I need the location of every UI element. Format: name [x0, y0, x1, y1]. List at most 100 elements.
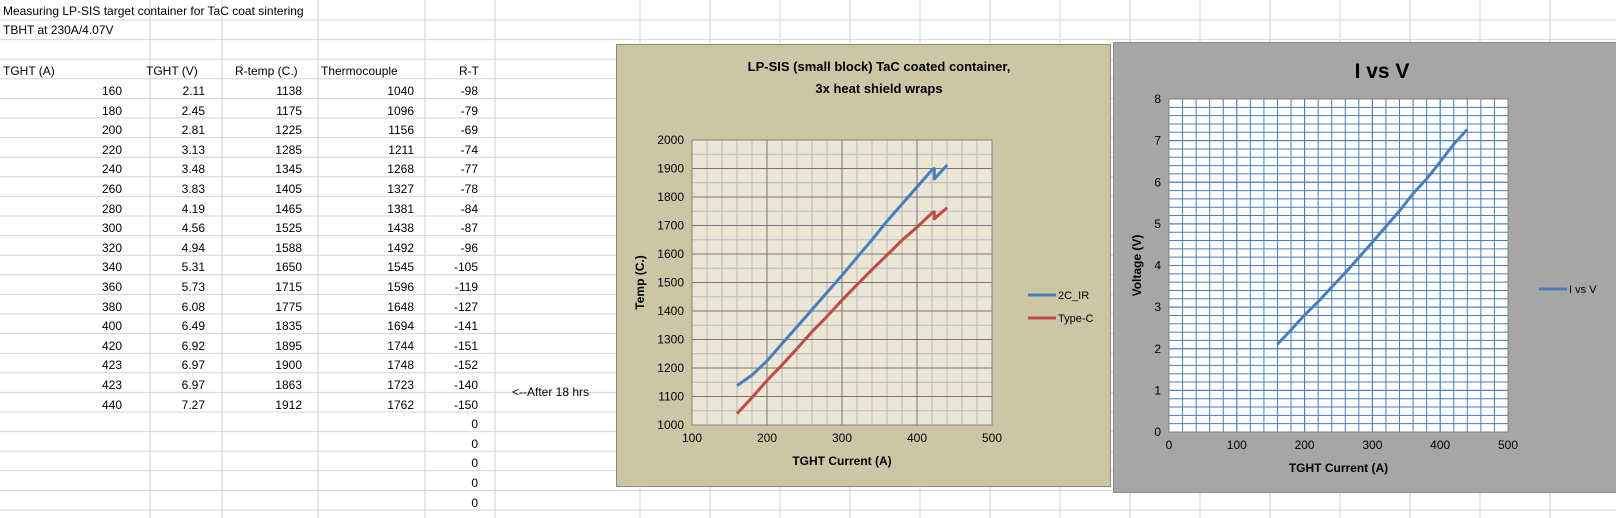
- data-point: [1289, 328, 1293, 332]
- data-point: [855, 283, 859, 287]
- temp-vs-current-chart[interactable]: 100 200 300 400 500 1000 1100 1200 1300 1400 1500 1…: [616, 44, 1111, 487]
- data-point: [1370, 240, 1374, 244]
- cell-r-temp: 1285: [275, 142, 302, 157]
- cell-thermocouple: 1545: [387, 260, 414, 275]
- cell-r-temp: 1225: [275, 123, 302, 138]
- i-vs-v-chart[interactable]: 0 100 200 300 400 500 0 1 2 3 4 5 6 7 8 I vs V I vs V TGH…: [1113, 42, 1616, 493]
- cell-tght-v: 6.49: [181, 319, 205, 334]
- cell-r-temp: 1863: [275, 378, 302, 392]
- data-point: [900, 202, 904, 206]
- data-point: [932, 217, 936, 221]
- data-point: [870, 238, 874, 242]
- cell-thermocouple: 1268: [387, 162, 414, 177]
- cell-r-temp: 1715: [275, 280, 302, 294]
- y-tick-label: 1100: [658, 390, 684, 404]
- data-point: [1276, 342, 1280, 346]
- data-point: [1465, 127, 1469, 131]
- cell-r-temp: 1895: [275, 338, 302, 353]
- cell-thermocouple: 1040: [387, 84, 414, 98]
- data-point: [750, 373, 754, 377]
- y-tick-label: 3: [1154, 300, 1161, 314]
- y-tick-label: 1000: [657, 418, 684, 432]
- cell-tght-v: 7.27: [181, 397, 205, 412]
- cell-r-t: -98: [460, 84, 478, 98]
- data-point: [870, 268, 874, 272]
- cell-r-temp: 1912: [275, 397, 302, 412]
- cell-r-t: -127: [453, 299, 478, 314]
- cell-tght-v: 3.13: [181, 142, 205, 157]
- cell-r-t: -152: [453, 358, 478, 373]
- cell-tght-a: 200: [101, 123, 122, 138]
- series-line-i-vs-v[interactable]: [1276, 128, 1469, 346]
- x-tick-label: 400: [1430, 438, 1450, 452]
- cell-thermocouple: 1327: [387, 182, 414, 196]
- data-point: [810, 308, 814, 312]
- cell-r-t: -78: [460, 182, 478, 196]
- data-point: [1357, 256, 1361, 260]
- y-axis-label: Voltage (V): [1130, 235, 1144, 297]
- cell-thermocouple: 1096: [387, 103, 414, 118]
- header-r-t: R-T: [459, 64, 479, 78]
- y-tick-label: 1: [1154, 383, 1161, 397]
- cell-r-t: -141: [453, 319, 478, 334]
- data-point: [765, 379, 769, 383]
- data-point: [810, 330, 814, 334]
- after-18-hrs-note: <--After 18 hrs: [512, 385, 590, 399]
- legend-label: I vs V: [1569, 284, 1597, 296]
- sheet-subtitle: TBHT at 230A/4.07V: [3, 23, 114, 37]
- cell-tght-v: 5.31: [181, 260, 205, 275]
- data-point: [932, 167, 936, 171]
- cell-tght-v: 2.81: [181, 123, 205, 138]
- data-point: [735, 412, 739, 416]
- y-tick-label: 4: [1154, 259, 1161, 273]
- iv-chart-svg: 0 100 200 300 400 500 0 1 2 3 4 5 6 7 8 I vs V I vs V TGH…: [1130, 60, 1597, 475]
- y-tick-label: 1900: [657, 162, 684, 176]
- x-tick-label: 300: [1362, 438, 1382, 452]
- cell-tght-v: 6.97: [181, 378, 205, 392]
- data-point: [780, 363, 784, 367]
- cell-r-t: -96: [460, 240, 478, 255]
- data-point: [945, 206, 949, 210]
- y-tick-label: 1800: [657, 190, 684, 204]
- cell-thermocouple: 1156: [388, 123, 414, 138]
- cell-tght-v: 4.56: [181, 221, 205, 236]
- cell-r-t-empty: 0: [471, 456, 478, 471]
- cell-r-temp: 1138: [276, 84, 302, 98]
- data-point: [932, 177, 936, 181]
- y-tick-label: 7: [1154, 134, 1161, 148]
- cell-tght-a: 280: [101, 201, 122, 216]
- cell-tght-v: 4.19: [181, 201, 205, 216]
- cell-tght-v: 5.73: [181, 280, 205, 294]
- y-tick-label: 0: [1154, 425, 1161, 439]
- cell-tght-a: 423: [101, 378, 122, 392]
- data-point: [1425, 177, 1429, 181]
- cell-tght-v: 4.94: [181, 240, 205, 255]
- series-line-2c-ir[interactable]: [736, 164, 949, 387]
- chart-title: LP-SIS (small block) TaC coated containe…: [748, 59, 1011, 74]
- data-point: [750, 396, 754, 400]
- cell-r-t: -140: [453, 378, 478, 392]
- cell-r-temp: 1525: [275, 221, 302, 236]
- data-point: [840, 273, 844, 277]
- cell-r-t: -150: [453, 397, 478, 412]
- data-point: [825, 314, 829, 318]
- y-tick-label: 5: [1154, 217, 1161, 231]
- cell-tght-a: 423: [101, 358, 122, 373]
- series-line-type-c[interactable]: [735, 206, 948, 415]
- x-tick-label: 500: [1498, 438, 1518, 452]
- cell-tght-v: 6.97: [181, 358, 205, 373]
- x-axis-label: TGHT Current (A): [792, 454, 891, 468]
- header-tght-v: TGHT (V): [146, 64, 198, 78]
- cell-r-t: -77: [460, 162, 478, 177]
- cell-r-t: -84: [460, 201, 478, 216]
- y-axis-label: Temp (C.): [633, 255, 647, 309]
- cell-thermocouple: 1492: [387, 240, 414, 255]
- header-thermocouple: Thermocouple: [321, 64, 398, 78]
- cell-tght-a: 340: [101, 260, 122, 275]
- cell-r-t-empty: 0: [471, 476, 478, 490]
- data-point: [1454, 140, 1458, 144]
- cell-tght-v: 6.08: [181, 299, 205, 314]
- cell-thermocouple: 1648: [387, 299, 414, 314]
- cell-r-temp: 1175: [276, 103, 302, 118]
- cell-tght-a: 300: [101, 221, 122, 236]
